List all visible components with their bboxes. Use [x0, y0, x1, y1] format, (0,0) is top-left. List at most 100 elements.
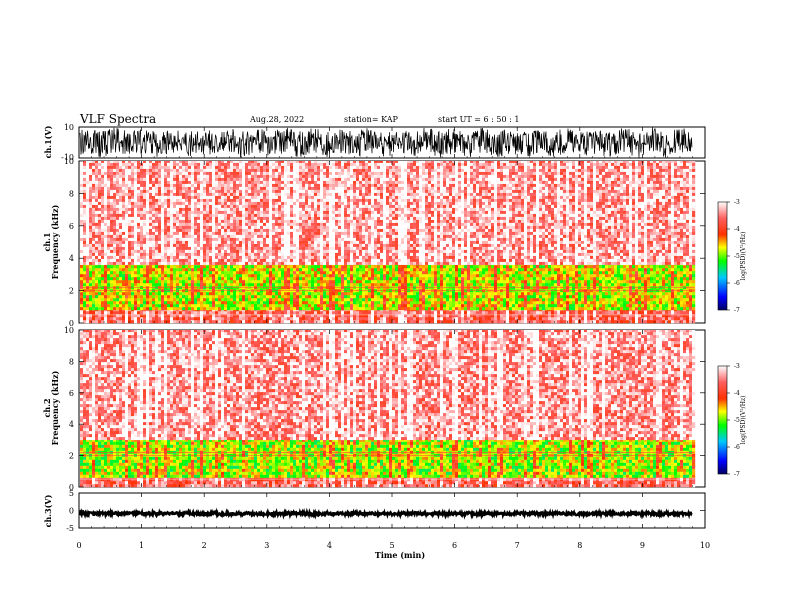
ch1-spectrogram-pixel — [200, 234, 204, 238]
ch1-spectrogram-pixel — [260, 258, 264, 262]
ch1-spectrogram-pixel — [191, 180, 195, 184]
ch1-spectrogram-pixel — [272, 292, 276, 296]
ch1-spectrogram-pixel — [83, 311, 87, 315]
ch1-spectrogram-pixel — [122, 295, 126, 299]
ch1-spectrogram-pixel — [314, 222, 318, 226]
ch1-spectrogram-pixel — [269, 228, 273, 232]
ch1-spectrogram-pixel — [173, 301, 177, 305]
ch1-spectrogram-pixel — [263, 246, 267, 250]
ch1-spectrogram-pixel — [107, 264, 111, 266]
ch1-spectrogram-pixel — [110, 252, 114, 256]
ch1-spectrogram-pixel — [311, 213, 315, 217]
ch1-spectrogram-pixel — [287, 265, 291, 269]
ch1-spectrogram-pixel — [299, 195, 303, 199]
ch1-spectrogram-pixel — [152, 243, 156, 247]
ch1-spectrogram-pixel — [134, 171, 138, 175]
ch1-spectrogram-pixel — [230, 283, 234, 287]
ch1-spectrogram-pixel — [311, 234, 315, 238]
ch1-spectrogram-pixel — [89, 222, 93, 226]
ch1-spectrogram-pixel — [107, 246, 111, 250]
ch1-spectrogram-pixel — [278, 174, 282, 178]
ch1-spectrogram-pixel — [224, 192, 228, 196]
ch1-spectrogram-pixel — [215, 274, 219, 278]
ch1-spectrogram-pixel — [284, 161, 288, 163]
ch1-spectrogram-pixel — [257, 204, 261, 208]
ch1-spectrogram-pixel — [287, 255, 291, 259]
ch1-spectrogram-pixel — [260, 268, 264, 272]
ch1-spectrogram-pixel — [143, 264, 147, 266]
ch1-spectrogram-pixel — [224, 165, 228, 169]
ch1-spectrogram-pixel — [125, 165, 129, 169]
ch1-spectrogram-pixel — [113, 216, 117, 220]
ch1-spectrogram-pixel — [206, 183, 210, 187]
ch1-spectrogram-pixel — [305, 265, 309, 269]
ch1-spectrogram-pixel — [269, 186, 273, 190]
ch1-spectrogram-pixel — [293, 307, 297, 311]
ch1-spectrogram-pixel — [86, 261, 90, 265]
ch1-spectrogram-pixel — [239, 168, 243, 172]
ch1-spectrogram-pixel — [320, 192, 324, 196]
ch1-spectrogram-pixel — [182, 314, 186, 318]
ch1-spectrogram-pixel — [227, 280, 231, 284]
ch1-spectrogram-pixel — [251, 225, 255, 229]
ch1-spectrogram-pixel — [215, 311, 219, 315]
ch1-spectrogram-pixel — [317, 261, 321, 265]
ch1-spectrogram-pixel — [260, 317, 264, 321]
ch1-spectrogram-pixel — [254, 228, 258, 232]
ch1-spectrogram-pixel — [179, 177, 183, 181]
ch1-spectrogram-pixel — [332, 307, 336, 311]
ch1-spectrogram-pixel — [281, 204, 285, 208]
ch1-spectrogram-pixel — [167, 301, 171, 305]
ch1-spectrogram-pixel — [185, 195, 189, 199]
ch1-spectrogram-pixel — [299, 165, 303, 169]
ch1-spectrogram-pixel — [266, 225, 270, 229]
ch1-spectrogram-pixel — [320, 264, 324, 266]
ch1-spectrogram-pixel — [155, 207, 159, 211]
ch1-spectrogram-pixel — [233, 277, 237, 281]
ch1-spectrogram-pixel — [80, 207, 84, 211]
ch1-spectrogram-pixel — [149, 265, 153, 269]
ch1-spectrogram-pixel — [92, 252, 96, 256]
ch1-spectrogram-pixel — [107, 162, 111, 166]
ch1-spectrogram-pixel — [296, 210, 300, 214]
ch1-spectrogram-pixel — [194, 249, 198, 253]
ch1-spectrogram-pixel — [200, 249, 204, 253]
ch1-spectrogram-pixel — [281, 255, 285, 259]
ch1-spectrogram-pixel — [92, 320, 96, 324]
ch1-spectrogram-pixel — [269, 307, 273, 311]
ch1-spectrogram-pixel — [161, 192, 165, 196]
ch1-spectrogram-pixel — [266, 264, 270, 266]
ch1-spectrogram-pixel — [335, 280, 339, 284]
ch1-spectrogram-pixel — [275, 219, 279, 223]
ch1-spectrogram-pixel — [167, 314, 171, 318]
ch1-spectrogram-pixel — [230, 304, 234, 308]
ch1-spectrogram-pixel — [188, 204, 192, 208]
ch1-spectrogram-pixel — [215, 198, 219, 202]
ch1-spectrogram-pixel — [203, 280, 207, 284]
ch1-spectrogram-pixel — [134, 198, 138, 202]
ch1-spectrogram-pixel — [176, 222, 180, 226]
ch1-spectrogram-pixel — [320, 307, 324, 311]
ch1-spectrogram-pixel — [272, 243, 276, 247]
ch1-spectrogram-pixel — [296, 310, 300, 312]
ch1-spectrogram-pixel — [239, 304, 243, 308]
ch1-spectrogram-pixel — [335, 162, 339, 166]
ch1-spectrogram-pixel — [86, 177, 90, 181]
ch1-spectrogram-pixel — [152, 317, 156, 321]
ch1-spectrogram-pixel — [338, 225, 342, 229]
ch1-spectrogram-pixel — [278, 264, 282, 266]
ch1-spectrogram-pixel — [164, 165, 168, 169]
ch1-spectrogram-pixel — [152, 277, 156, 281]
ch1-spectrogram-pixel — [167, 174, 171, 178]
ch1-spectrogram-pixel — [335, 210, 339, 214]
ch1-spectrogram-pixel — [182, 192, 186, 196]
ch1-spectrogram-pixel — [158, 180, 162, 184]
ch1-spectrogram-pixel — [158, 268, 162, 272]
ch1-spectrogram-pixel — [263, 201, 267, 205]
ch1-spectrogram-pixel — [287, 225, 291, 229]
ch1-spectrogram-pixel — [215, 243, 219, 247]
ch1-spectrogram-pixel — [239, 192, 243, 196]
ch1-spectrogram-pixel — [164, 283, 168, 287]
ch1-spectrogram-pixel — [146, 174, 150, 178]
ch1-spectrogram-pixel — [299, 240, 303, 244]
